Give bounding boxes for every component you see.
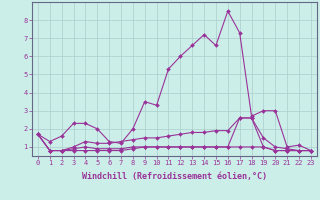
X-axis label: Windchill (Refroidissement éolien,°C): Windchill (Refroidissement éolien,°C) (82, 172, 267, 181)
